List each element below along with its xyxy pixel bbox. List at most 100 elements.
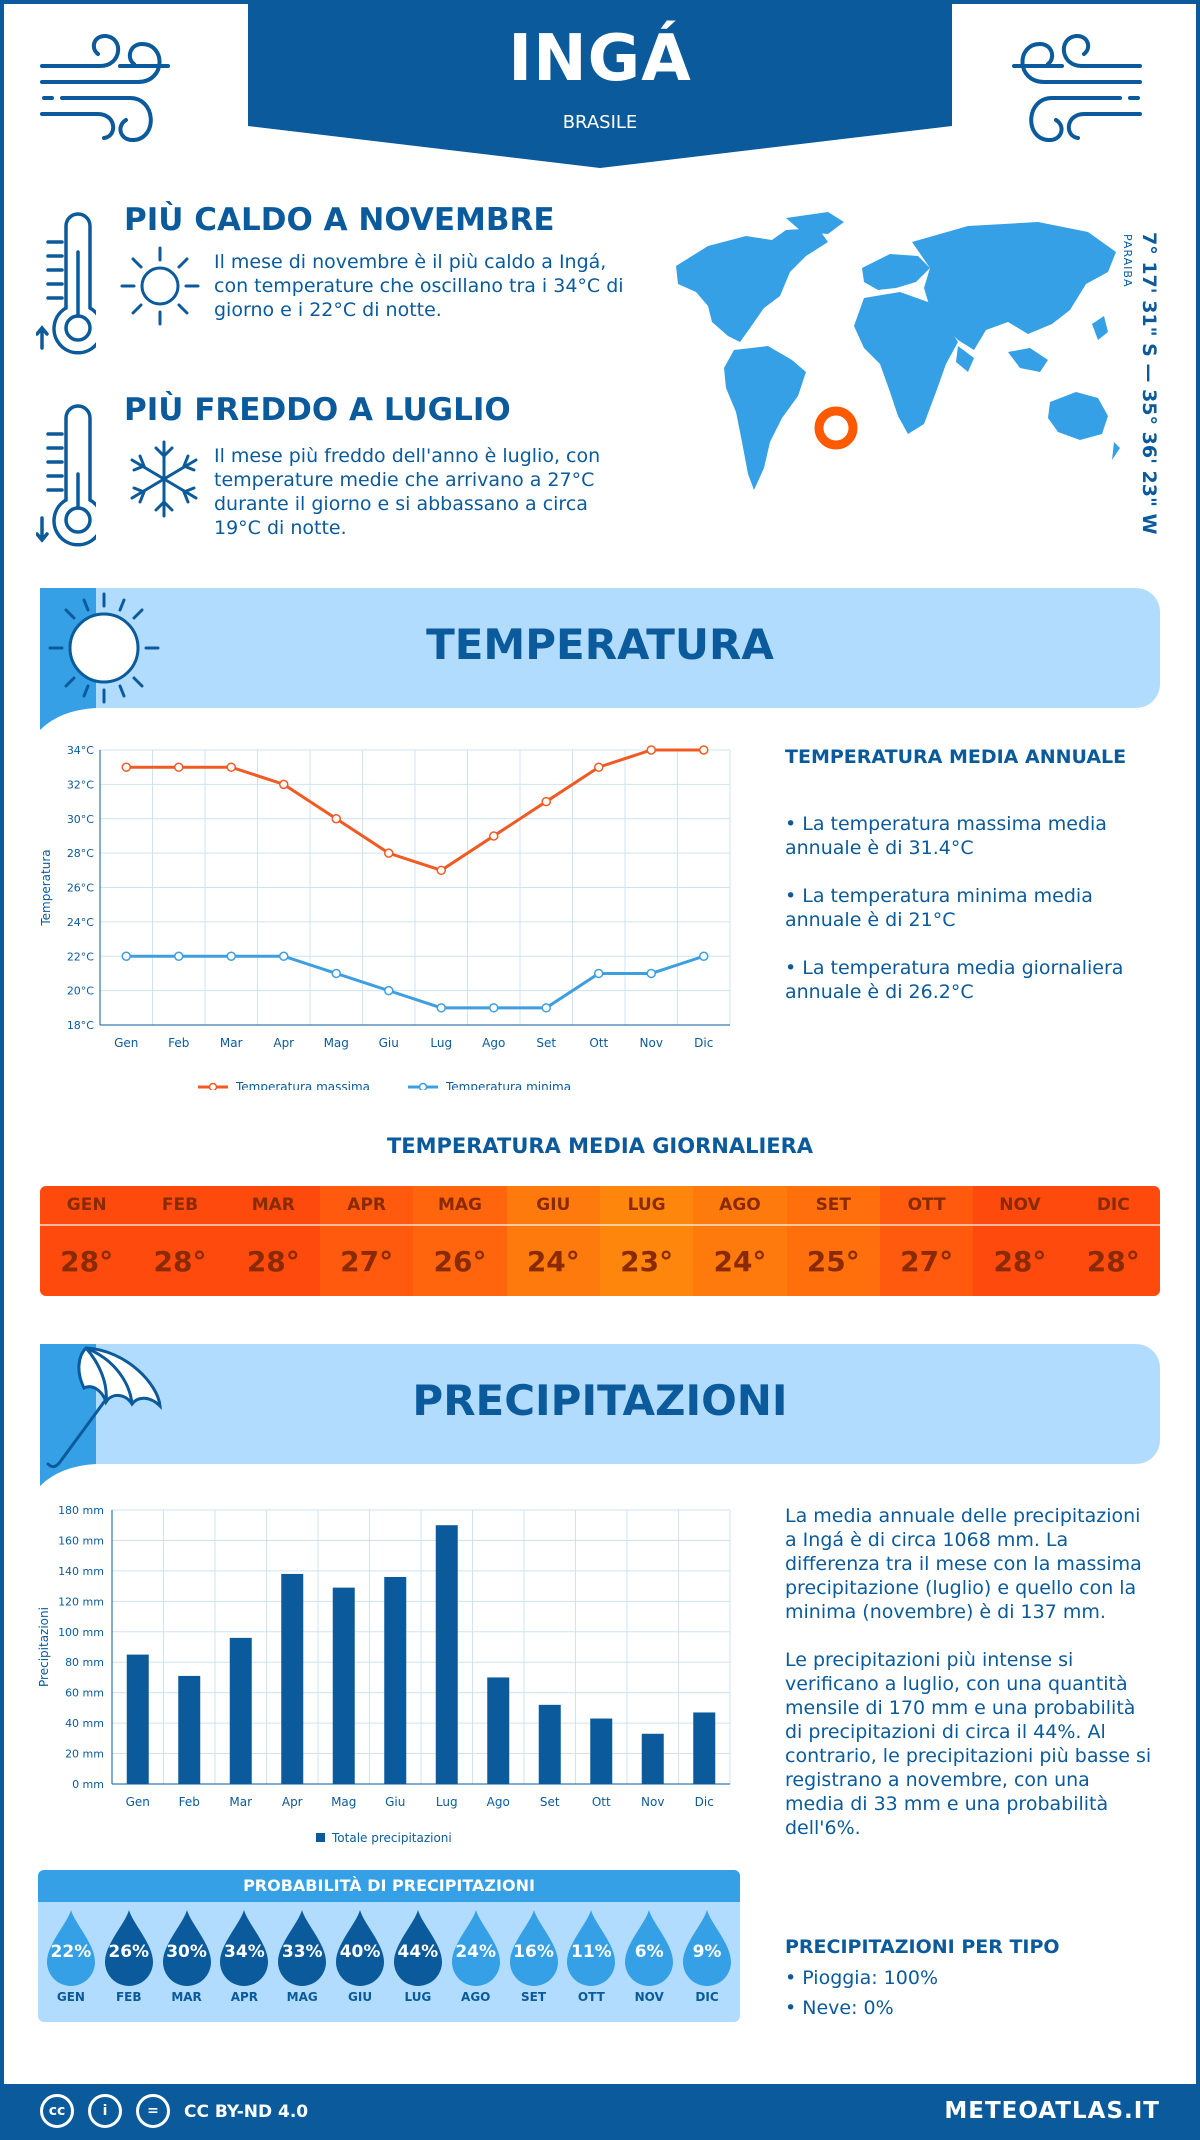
legend-label: Temperatura massima	[235, 1080, 370, 1090]
bar	[126, 1654, 149, 1784]
data-point	[489, 831, 499, 841]
data-point	[226, 951, 236, 961]
bar	[435, 1525, 458, 1784]
raindrop-icon	[336, 1910, 385, 1986]
daily-temp-column: FEB 28°	[133, 1186, 227, 1296]
wind-icon	[40, 34, 170, 142]
bar	[384, 1576, 407, 1784]
bar	[281, 1573, 304, 1784]
probability-drop: 9% DIC	[679, 1902, 735, 2004]
probability-month: GEN	[56, 1990, 85, 2004]
y-tick-label: 20 mm	[65, 1748, 104, 1761]
probability-value: 33%	[281, 1942, 323, 1962]
data-point	[226, 762, 236, 772]
probability-value: 30%	[166, 1942, 207, 1962]
probability-value: 22%	[50, 1942, 92, 1962]
raindrop-icon	[683, 1910, 732, 1986]
x-tick-label: Feb	[179, 1795, 200, 1809]
bar	[641, 1733, 664, 1784]
data-point	[436, 865, 446, 876]
x-tick-label: Giu	[385, 1795, 405, 1809]
precip-text-1: La media annuale delle precipitazioni a …	[785, 1505, 1142, 1623]
coldest-text: Il mese più freddo dell'anno è luglio, c…	[214, 445, 601, 539]
sun-icon	[120, 246, 200, 326]
x-tick-label: Feb	[168, 1036, 189, 1050]
data-point	[384, 848, 394, 858]
y-tick-label: 140 mm	[58, 1565, 104, 1578]
y-tick-label: 60 mm	[65, 1687, 104, 1700]
probability-month: SET	[521, 1990, 547, 2004]
site-link[interactable]: METEOATLAS.IT	[944, 2098, 1160, 2124]
daily-temp-column: NOV 28°	[973, 1186, 1067, 1296]
x-tick-label: Lug	[436, 1795, 458, 1809]
region-name: PARAIBA	[1121, 234, 1134, 288]
raindrop-shape	[104, 1910, 153, 1986]
sun-icon	[40, 588, 160, 730]
raindrop-icon	[625, 1910, 674, 1986]
snowflake-icon	[130, 440, 198, 518]
x-tick-label: Gen	[114, 1036, 138, 1050]
series-line-min	[126, 954, 705, 1010]
raindrop-shape	[683, 1910, 732, 1986]
probability-value: 44%	[397, 1942, 439, 1962]
x-tick-label: Lug	[430, 1036, 452, 1050]
probability-month: DIC	[695, 1990, 719, 2004]
legend-swatch	[316, 1833, 325, 1842]
raindrop-icon	[567, 1910, 616, 1986]
coordinates: 7° 17' 31" S — 35° 36' 23" W	[1138, 232, 1160, 535]
raindrop-icon	[393, 1910, 442, 1986]
umbrella-rain-icon	[40, 1344, 162, 1486]
raindrop-shape	[278, 1910, 327, 1986]
daily-temp-value: 28°	[60, 1244, 114, 1278]
daily-temp-month: NOV	[973, 1186, 1067, 1226]
x-tick-label: Set	[536, 1036, 556, 1050]
y-tick-label: 120 mm	[58, 1595, 104, 1608]
daily-temp-month: GIU	[506, 1186, 600, 1226]
daily-temp-month: DIC	[1066, 1186, 1160, 1226]
daily-temp-column: GIU 24°	[506, 1186, 600, 1296]
probability-month: NOV	[634, 1990, 664, 2004]
daily-temp-value: 25°	[806, 1244, 860, 1278]
x-tick-label: Mag	[324, 1036, 349, 1050]
probability-value: 26%	[108, 1942, 150, 1962]
daily-temp-month: AGO	[693, 1186, 787, 1226]
probability-value: 16%	[513, 1942, 554, 1962]
data-point	[121, 762, 131, 772]
precip-type-title: PRECIPITAZIONI PER TIPO	[785, 1936, 1060, 1958]
probability-drop: 44% LUG	[390, 1902, 446, 2004]
precip-probability-box: PROBABILITÀ DI PRECIPITAZIONI 22% GEN 26% F…	[38, 1870, 740, 2022]
temperature-banner	[40, 588, 1160, 708]
data-point	[489, 1003, 499, 1013]
probability-value: 11%	[571, 1942, 612, 1962]
probability-drop: 26% FEB	[101, 1902, 157, 2004]
probability-drop: 22% GEN	[43, 1902, 99, 2004]
daily-temp-value: 27°	[900, 1244, 954, 1278]
y-tick-label: 26°C	[67, 882, 94, 895]
y-axis-label: Temperatura	[39, 849, 53, 926]
annual-avg-text: • La temperatura media giornaliera annua…	[785, 957, 1124, 1003]
x-tick-label: Mar	[229, 1795, 252, 1809]
world-map	[676, 212, 1120, 490]
coldest-title: PIÙ FREDDO A LUGLIO	[124, 392, 511, 428]
data-point	[279, 779, 289, 790]
y-tick-label: 40 mm	[65, 1717, 104, 1730]
probability-drop: 11% OTT	[563, 1902, 619, 2004]
data-point	[331, 968, 341, 979]
legend-marker	[208, 1082, 218, 1090]
bar	[487, 1677, 510, 1784]
no-derivatives-icon: =	[136, 2094, 170, 2128]
series-line-max	[126, 748, 704, 872]
daily-temp-value: 24°	[526, 1244, 580, 1278]
raindrop-shape	[220, 1910, 269, 1986]
daily-temperature-table: GEN 28° FEB 28° MAR 28° APR 27° MAG 26° GIU 24° LUG 2…	[40, 1186, 1160, 1296]
y-tick-label: 34°C	[67, 744, 94, 757]
probability-value: 34%	[224, 1942, 265, 1962]
x-tick-label: Dic	[694, 1036, 713, 1050]
probability-month: AGO	[461, 1990, 491, 2004]
y-tick-label: 24°C	[67, 916, 94, 929]
probability-drop: 6% NOV	[621, 1902, 677, 2004]
probability-drop: 34% APR	[216, 1902, 272, 2004]
y-tick-label: 22°C	[67, 950, 94, 963]
probability-month: OTT	[577, 1990, 605, 2004]
probability-month: MAR	[171, 1990, 202, 2004]
